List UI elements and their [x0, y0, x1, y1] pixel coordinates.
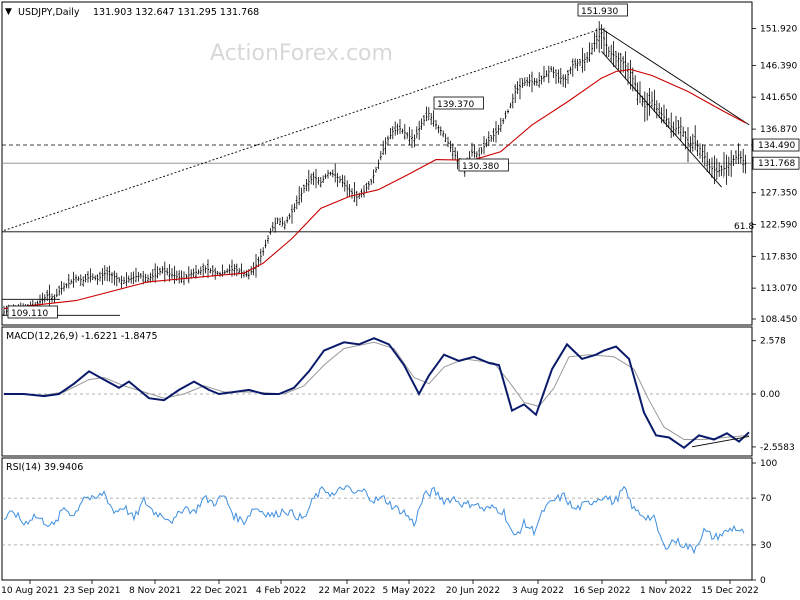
- macd-line: [4, 337, 750, 450]
- y-tick-label: 127.350: [760, 189, 797, 199]
- x-tick-label: 15 Dec 2022: [701, 586, 759, 596]
- annotation-label: 139.370: [437, 100, 474, 110]
- x-tick-label: 22 Mar 2022: [318, 586, 375, 596]
- ohlc-values: 131.903 132.647 131.295 131.768: [93, 7, 259, 18]
- macd-y-tick-label: 2.578: [760, 337, 786, 347]
- rsi-title: RSI(14) 39.9406: [6, 462, 83, 473]
- x-tick-label: 23 Sep 2021: [63, 586, 120, 596]
- rsi-line: [3, 485, 745, 555]
- fib-label: 61.8: [734, 222, 754, 232]
- y-tick-label: 117.830: [760, 252, 797, 262]
- annotation-label: 151.930: [581, 7, 618, 17]
- x-axis: 10 Aug 2021 23 Sep 2021 8 Nov 2021 22 Dec 2…: [1, 580, 759, 596]
- current-price-box: [752, 156, 800, 170]
- x-tick-label: 20 Jun 2022: [446, 586, 500, 596]
- level-price-text: 134.490: [758, 141, 795, 151]
- x-tick-label: 5 May 2022: [383, 586, 436, 596]
- macd-signal-line: [3, 341, 750, 440]
- y-tick-label: 113.070: [760, 284, 797, 294]
- annotation-box: [458, 158, 509, 172]
- price-axis: 151.920146.390141.650136.870132.130127.3…: [752, 25, 800, 325]
- current-price-text: 131.768: [758, 159, 795, 169]
- annotation-label: 130.380: [462, 162, 499, 172]
- y-tick-label: 141.650: [760, 93, 797, 103]
- watermark: ActionForex.com: [210, 41, 393, 66]
- rsi-layer: 100 70 30 0: [2, 459, 777, 586]
- x-tick-label: 8 Nov 2021: [129, 586, 181, 596]
- price-grid: 61.8: [2, 144, 754, 233]
- dropdown-arrow-icon[interactable]: ▼: [5, 7, 12, 17]
- x-tick-label: 1 Nov 2022: [640, 586, 692, 596]
- moving-average-line: [3, 68, 746, 310]
- x-tick-label: 4 Feb 2022: [256, 586, 306, 596]
- y-tick-label: 122.590: [760, 221, 797, 231]
- rsi-y-tick-label: 30: [760, 541, 772, 551]
- rsi-y-tick-label: 100: [760, 459, 777, 469]
- annotation-box: [7, 305, 58, 319]
- x-tick-label: 10 Aug 2021: [1, 586, 59, 596]
- channel-upper-line: [601, 28, 750, 126]
- x-tick-label: 22 Dec 2021: [190, 586, 248, 596]
- level-price-box: [752, 138, 800, 152]
- y-tick-label: 108.450: [760, 315, 797, 325]
- annotation-box: [433, 96, 484, 110]
- macd-panel-frame: [1, 326, 753, 457]
- candles: [3, 21, 747, 317]
- x-tick-label: 3 Aug 2022: [512, 586, 564, 596]
- rsi-panel-frame: [1, 457, 753, 581]
- macd-title: MACD(12,26,9) -1.6221 -1.8475: [6, 331, 158, 342]
- rsi-y-tick-label: 0: [760, 576, 766, 586]
- long-trendline: [3, 28, 602, 231]
- annotation-label: 109.110: [11, 309, 48, 319]
- symbol-label: USDJPY,Daily: [18, 7, 80, 18]
- price-series: 151.930 139.370 130.380 109.110: [2, 3, 750, 319]
- rsi-y-tick-label: 70: [760, 494, 772, 504]
- macd-divergence-line: [691, 435, 750, 448]
- macd-layer: 2.578 0.00 -2.5583: [2, 337, 795, 453]
- y-tick-label: 151.920: [760, 25, 797, 35]
- y-tick-label: 136.870: [760, 125, 797, 135]
- x-tick-label: 16 Sep 2022: [573, 586, 630, 596]
- y-tick-label: 146.390: [760, 62, 797, 72]
- annotation-box: [577, 3, 628, 17]
- macd-y-tick-label: 0.00: [760, 390, 780, 400]
- macd-y-tick-label: -2.5583: [760, 443, 795, 453]
